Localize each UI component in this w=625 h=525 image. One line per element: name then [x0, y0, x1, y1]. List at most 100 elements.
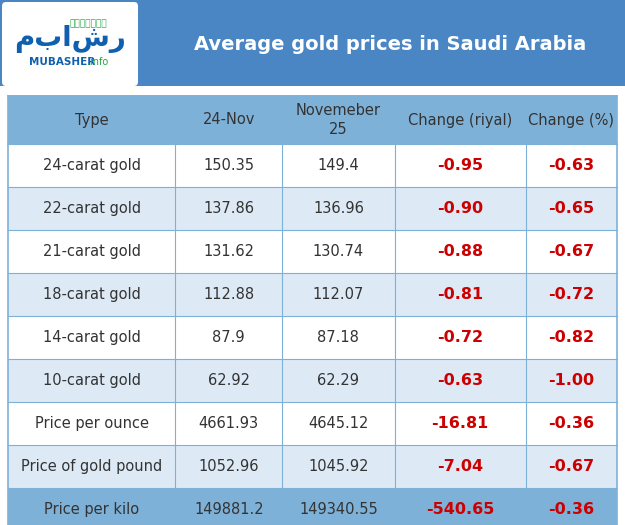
Text: 18-carat gold: 18-carat gold	[42, 287, 141, 302]
Bar	[395, 144, 526, 187]
Text: 24-carat gold: 24-carat gold	[42, 158, 141, 173]
Text: 1052.96: 1052.96	[199, 459, 259, 474]
Text: -0.67: -0.67	[548, 244, 594, 259]
Text: -540.65: -540.65	[426, 502, 494, 517]
Text: 4661.93: 4661.93	[199, 416, 259, 431]
Text: مباشر: مباشر	[14, 25, 126, 53]
Bar	[395, 96, 526, 144]
Bar	[176, 359, 282, 402]
Bar	[8, 144, 176, 187]
Bar	[8, 402, 176, 445]
Text: -0.72: -0.72	[437, 330, 483, 345]
Text: Price of gold pound: Price of gold pound	[21, 459, 162, 474]
Bar	[282, 273, 395, 316]
Bar	[282, 359, 395, 402]
Bar	[282, 144, 395, 187]
Text: MUBASHER: MUBASHER	[29, 57, 95, 67]
Bar	[176, 187, 282, 230]
Text: 62.29: 62.29	[318, 373, 359, 388]
Text: 112.07: 112.07	[312, 287, 364, 302]
Bar	[176, 488, 282, 525]
Bar	[526, 144, 617, 187]
Text: Average gold prices in Saudi Arabia: Average gold prices in Saudi Arabia	[194, 35, 586, 54]
Bar	[395, 488, 526, 525]
Text: Change (%): Change (%)	[528, 112, 614, 128]
Text: -0.36: -0.36	[548, 416, 594, 431]
Text: 136.96: 136.96	[313, 201, 364, 216]
Text: -0.72: -0.72	[548, 287, 594, 302]
Bar	[395, 187, 526, 230]
Bar	[8, 273, 176, 316]
Bar	[8, 187, 176, 230]
Text: 87.18: 87.18	[318, 330, 359, 345]
Text: 21-carat gold: 21-carat gold	[42, 244, 141, 259]
Text: -0.63: -0.63	[548, 158, 594, 173]
Text: -0.67: -0.67	[548, 459, 594, 474]
Text: 24-Nov: 24-Nov	[202, 112, 255, 128]
Bar	[8, 488, 176, 525]
Bar	[8, 96, 617, 525]
Bar	[0, 86, 625, 96]
Bar	[8, 96, 176, 144]
Bar	[282, 187, 395, 230]
Text: Price per kilo: Price per kilo	[44, 502, 139, 517]
Bar	[395, 402, 526, 445]
Text: -1.00: -1.00	[548, 373, 594, 388]
Text: -0.82: -0.82	[548, 330, 594, 345]
Text: -0.95: -0.95	[437, 158, 483, 173]
Bar	[526, 187, 617, 230]
Text: معلومات: معلومات	[69, 19, 107, 28]
Text: 87.9: 87.9	[213, 330, 245, 345]
Text: 10-carat gold: 10-carat gold	[42, 373, 141, 388]
Bar	[282, 316, 395, 359]
Bar	[176, 96, 282, 144]
Text: -7.04: -7.04	[437, 459, 483, 474]
Text: 62.92: 62.92	[208, 373, 250, 388]
Text: -0.63: -0.63	[437, 373, 483, 388]
Text: 14-carat gold: 14-carat gold	[42, 330, 141, 345]
Text: 1045.92: 1045.92	[308, 459, 369, 474]
Bar	[282, 96, 395, 144]
Bar	[526, 316, 617, 359]
Bar	[176, 316, 282, 359]
Text: Type: Type	[75, 112, 109, 128]
Text: .info: .info	[88, 57, 109, 67]
Bar	[526, 96, 617, 144]
Bar	[395, 445, 526, 488]
Text: -0.88: -0.88	[437, 244, 483, 259]
Bar	[526, 402, 617, 445]
Text: -0.65: -0.65	[548, 201, 594, 216]
Bar	[8, 316, 176, 359]
Bar	[526, 230, 617, 273]
Text: 4645.12: 4645.12	[308, 416, 369, 431]
Text: 137.86: 137.86	[203, 201, 254, 216]
Bar	[8, 359, 176, 402]
Bar	[282, 402, 395, 445]
Bar	[395, 316, 526, 359]
Bar	[395, 230, 526, 273]
Bar	[8, 445, 176, 488]
Bar	[176, 273, 282, 316]
Text: 149881.2: 149881.2	[194, 502, 264, 517]
Bar	[176, 402, 282, 445]
Text: 22-carat gold: 22-carat gold	[42, 201, 141, 216]
Text: 112.88: 112.88	[203, 287, 254, 302]
Bar	[8, 230, 176, 273]
FancyBboxPatch shape	[2, 2, 138, 86]
Bar	[0, 0, 625, 88]
Bar	[526, 488, 617, 525]
Bar	[282, 445, 395, 488]
Bar	[526, 359, 617, 402]
Bar	[282, 488, 395, 525]
Bar	[282, 230, 395, 273]
Text: -0.90: -0.90	[437, 201, 483, 216]
Text: 149.4: 149.4	[318, 158, 359, 173]
Text: 130.74: 130.74	[313, 244, 364, 259]
Text: -0.36: -0.36	[548, 502, 594, 517]
Bar	[526, 445, 617, 488]
Text: Price per ounce: Price per ounce	[35, 416, 149, 431]
Text: 131.62: 131.62	[203, 244, 254, 259]
Bar	[176, 445, 282, 488]
Text: Change (riyal): Change (riyal)	[408, 112, 512, 128]
Text: -0.81: -0.81	[437, 287, 483, 302]
